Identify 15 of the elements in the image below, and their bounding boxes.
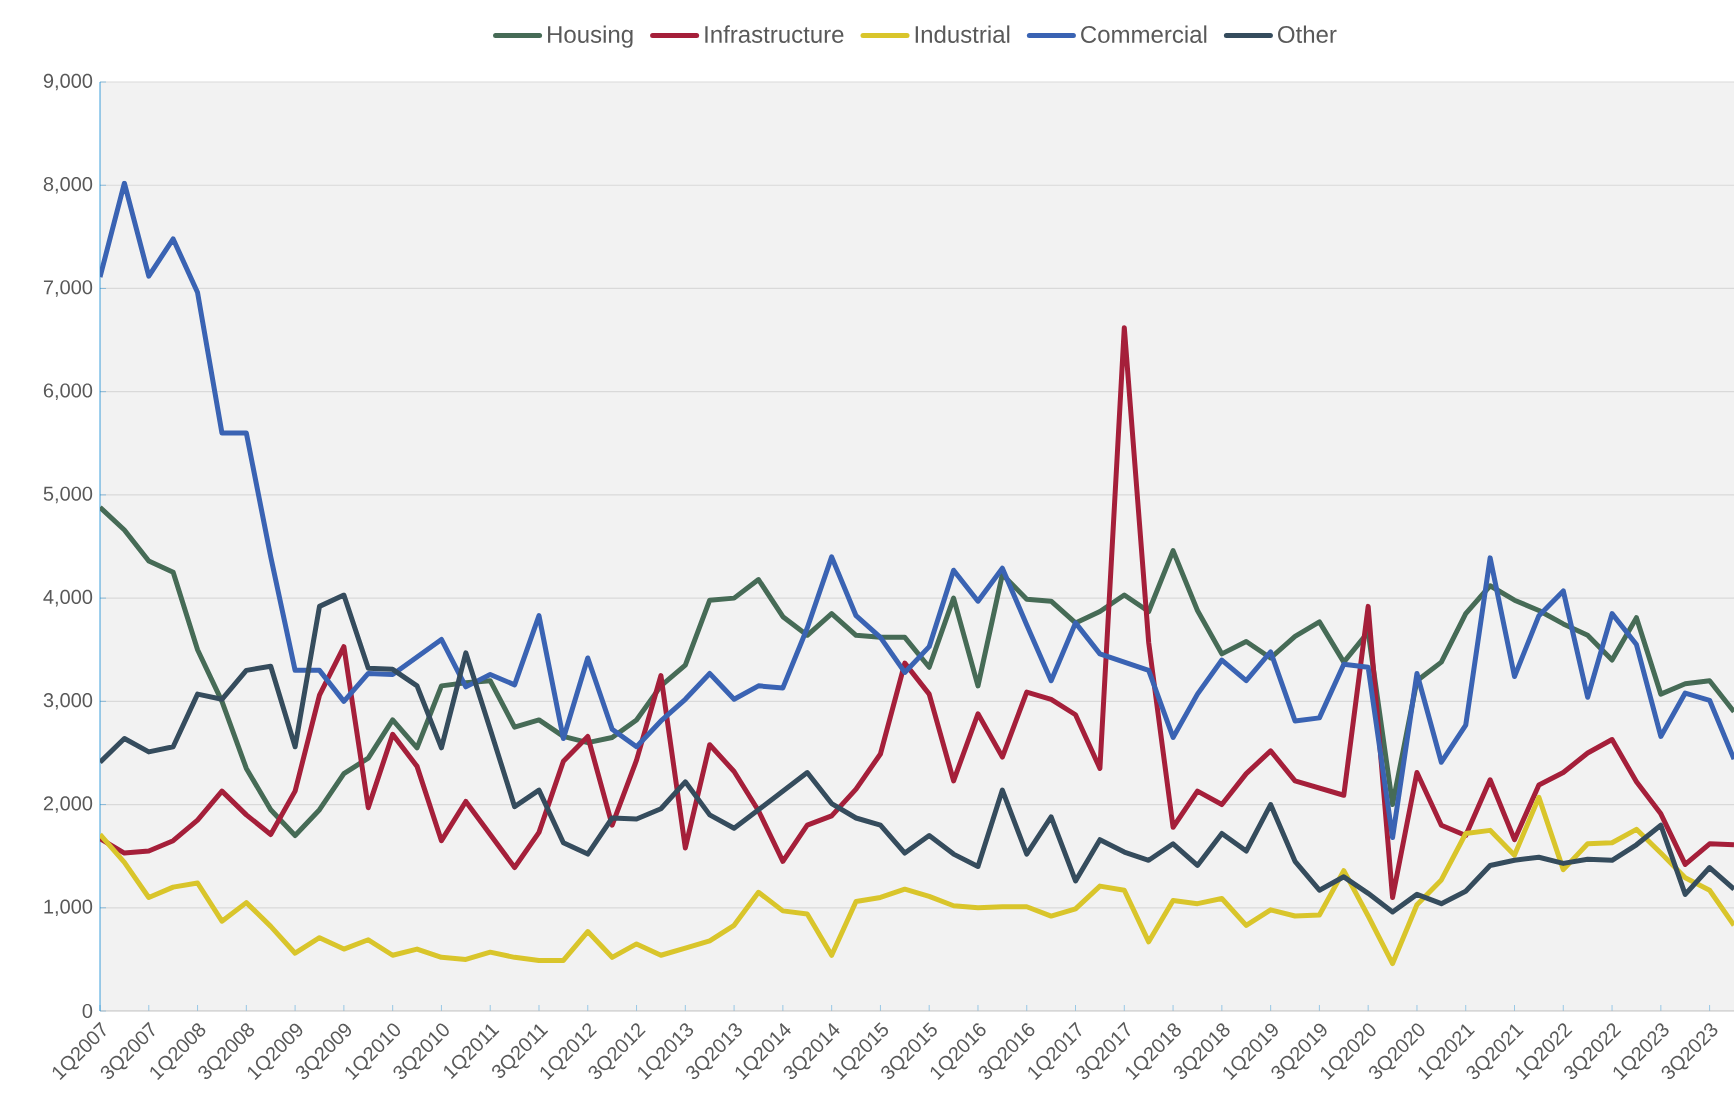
legend-label: Industrial <box>915 25 1010 43</box>
y-tick-label: 0 <box>82 1003 93 1019</box>
y-tick-label: 6,000 <box>43 383 93 400</box>
y-tick-label: 3,000 <box>43 693 93 710</box>
y-tick-label: 8,000 <box>43 176 93 194</box>
y-tick-label: 9,000 <box>43 73 93 91</box>
y-tick-label: 2,000 <box>43 796 93 813</box>
y-tick-label: 4,000 <box>43 589 93 607</box>
y-tick-label: 7,000 <box>43 280 93 297</box>
legend-label: Other <box>1278 25 1337 43</box>
legend-label: Housing <box>548 25 633 48</box>
y-tick-label: 1,000 <box>44 899 93 917</box>
y-tick-label: 5,000 <box>43 486 93 504</box>
legend-label: Commercial <box>1081 25 1207 43</box>
legend-label: Infrastructure <box>705 25 844 43</box>
